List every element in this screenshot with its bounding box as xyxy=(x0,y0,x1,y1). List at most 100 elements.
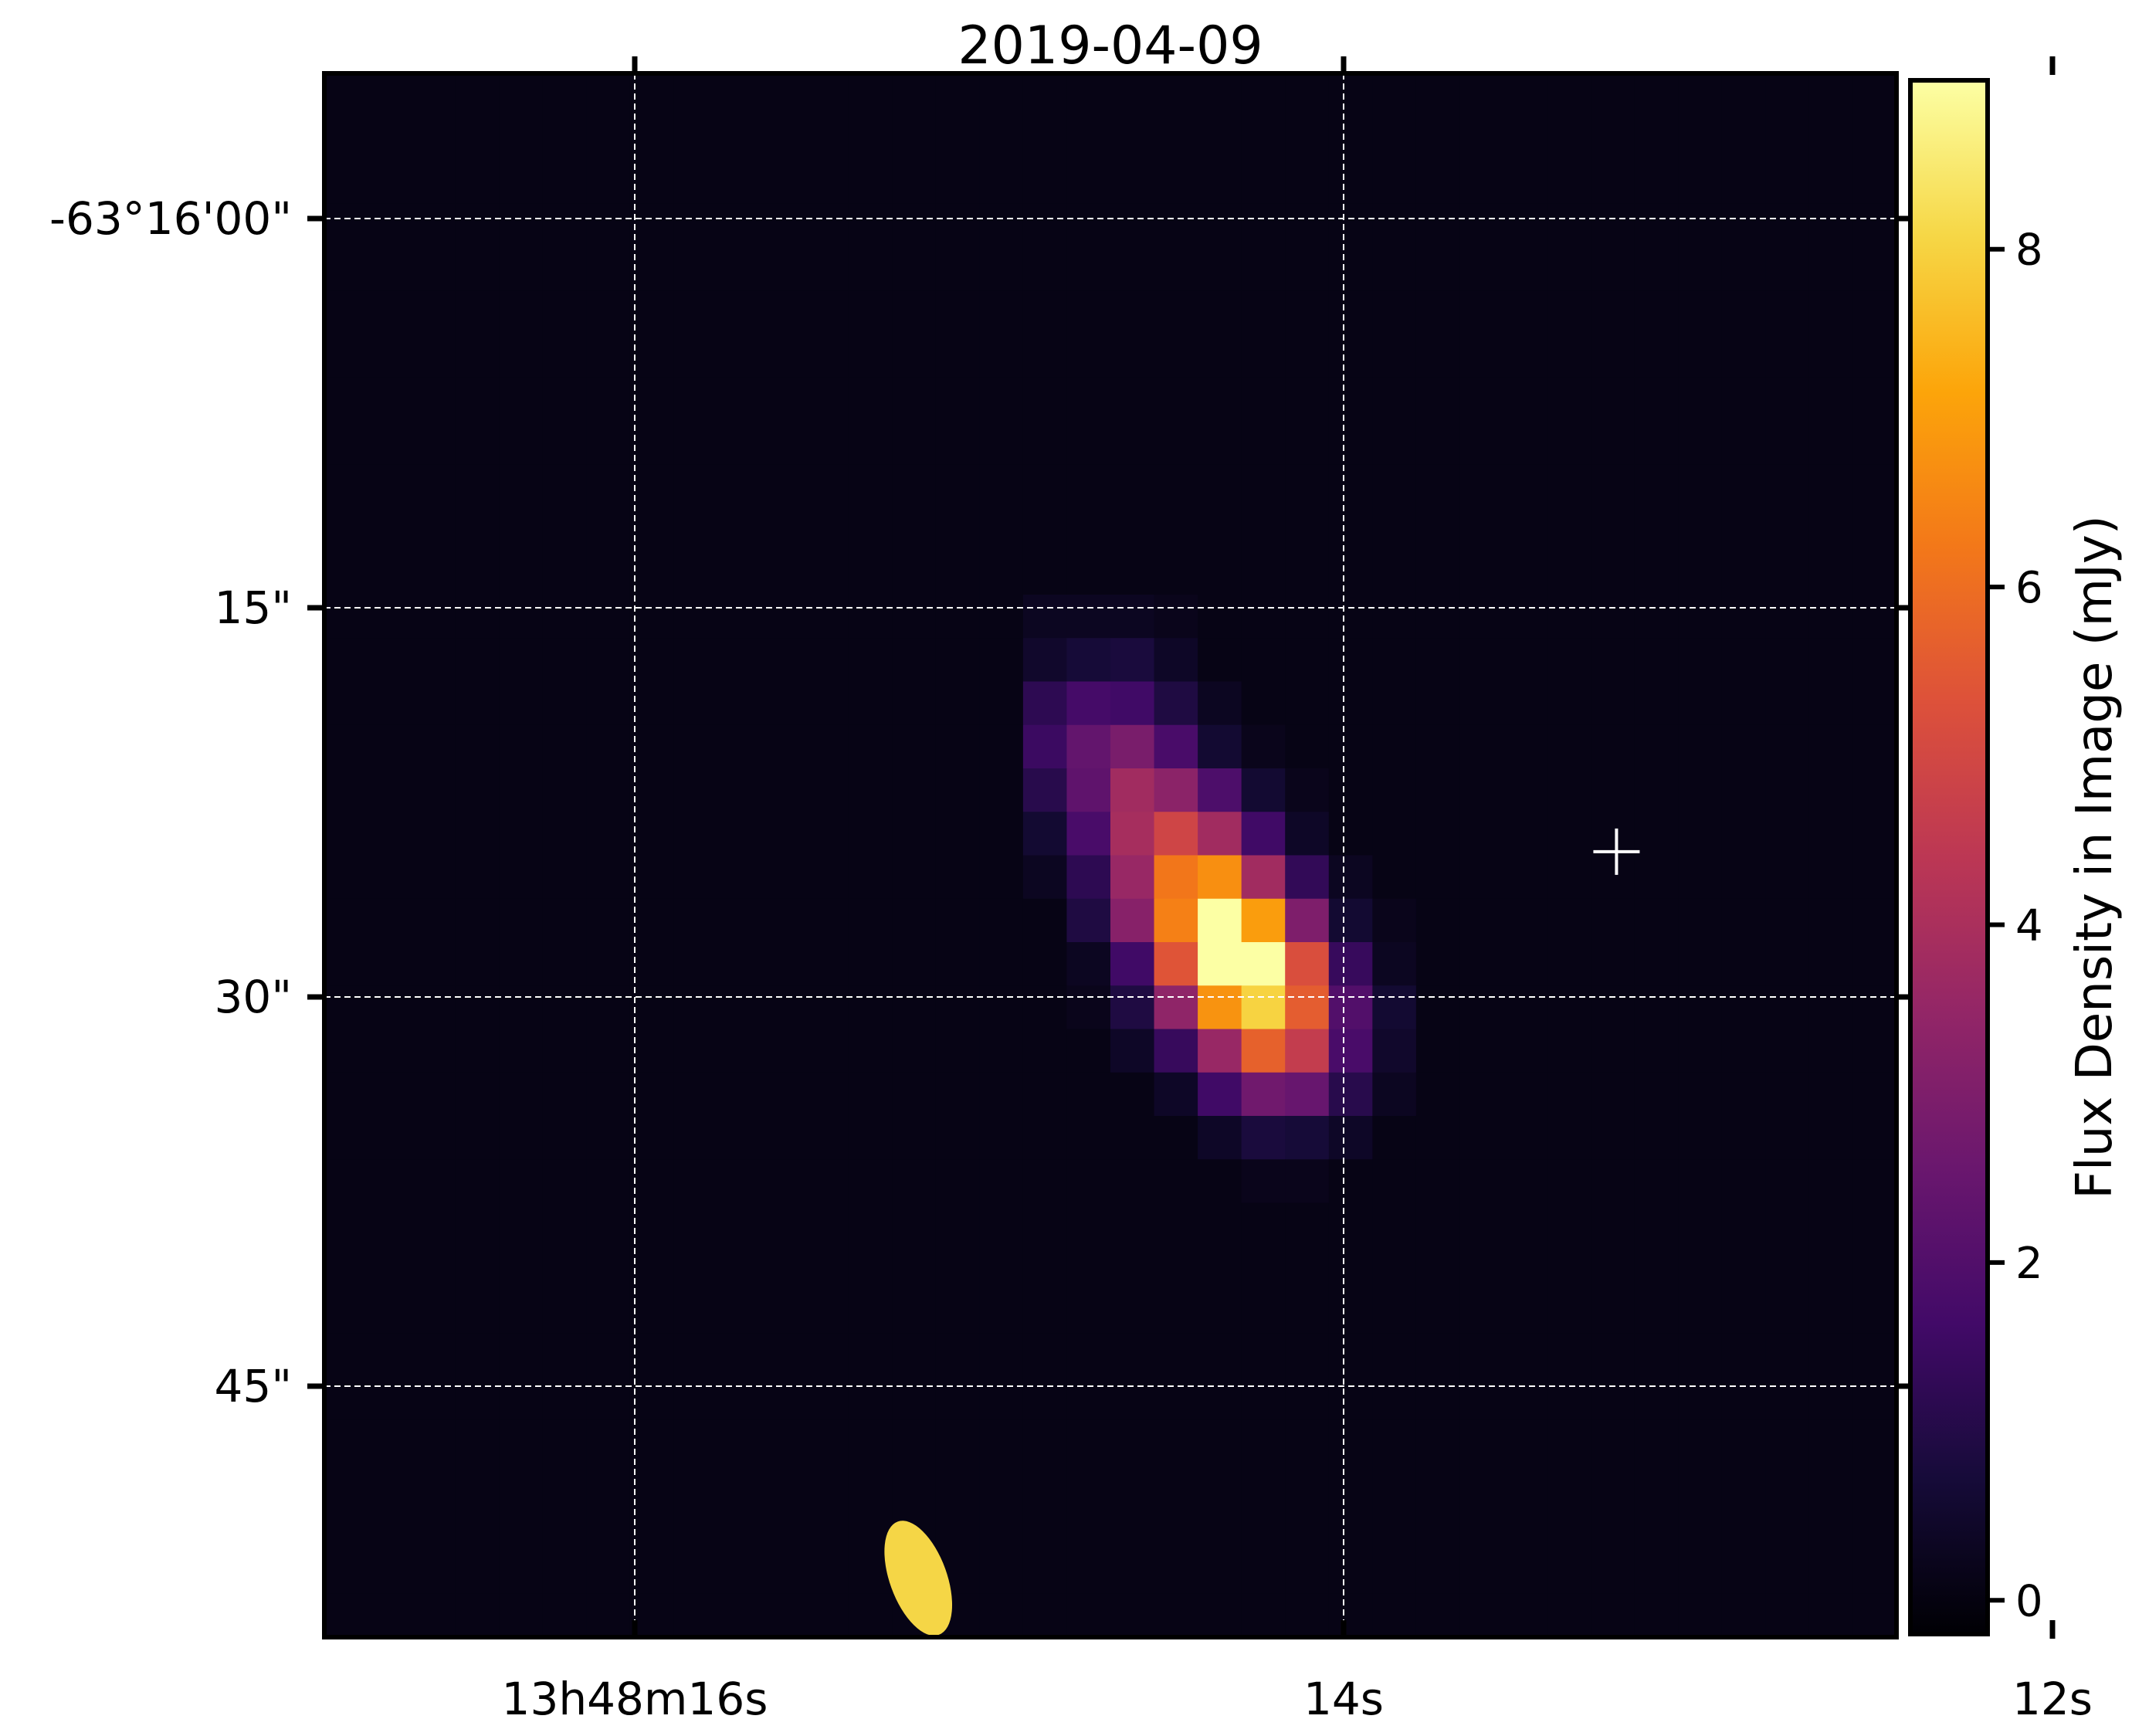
heatmap-pixel xyxy=(673,421,718,465)
heatmap-pixel xyxy=(499,464,544,509)
heatmap-pixel xyxy=(324,334,369,378)
heatmap-pixel xyxy=(1198,855,1242,900)
heatmap-pixel xyxy=(1591,1029,1635,1073)
heatmap-pixel xyxy=(368,1159,412,1204)
heatmap-pixel xyxy=(935,855,980,900)
heatmap-pixel xyxy=(499,1159,544,1204)
heatmap-pixel xyxy=(1066,1507,1111,1551)
heatmap-pixel xyxy=(1241,421,1286,465)
heatmap-pixel xyxy=(1765,1159,1810,1204)
heatmap-pixel xyxy=(1022,551,1068,595)
heatmap-pixel xyxy=(1765,464,1810,509)
heatmap-pixel xyxy=(1415,73,1461,117)
heatmap-pixel xyxy=(892,1202,937,1247)
heatmap-pixel xyxy=(935,1507,980,1551)
colorbar-ticks: 0 2 4 6 8 xyxy=(1988,225,2043,1626)
heatmap-pixel xyxy=(1241,464,1286,509)
heatmap-pixel xyxy=(1066,1463,1111,1507)
heatmap-pixel xyxy=(935,73,980,117)
heatmap-pixel xyxy=(1547,638,1591,683)
heatmap-pixel xyxy=(1503,1246,1548,1290)
heatmap-pixel xyxy=(1678,724,1723,769)
heatmap-pixel xyxy=(455,1159,500,1204)
heatmap-pixel xyxy=(455,595,500,639)
heatmap-pixel xyxy=(1372,1246,1417,1290)
heatmap-pixel xyxy=(1808,1419,1854,1464)
heatmap-pixel xyxy=(673,160,718,205)
heatmap-pixel xyxy=(761,1159,805,1204)
heatmap-pixel xyxy=(717,1029,762,1073)
heatmap-pixel xyxy=(1591,160,1635,205)
heatmap-pixel xyxy=(1066,985,1111,1030)
heatmap-pixel xyxy=(717,507,762,552)
heatmap-pixel xyxy=(1547,1202,1591,1247)
heatmap-pixel xyxy=(1154,724,1198,769)
heatmap-pixel xyxy=(368,768,412,812)
heatmap-pixel xyxy=(542,1072,587,1117)
heatmap-pixel xyxy=(979,1246,1024,1290)
heatmap-pixel xyxy=(412,681,456,726)
heatmap-pixel xyxy=(717,1202,762,1247)
heatmap-pixel xyxy=(1765,160,1810,205)
heatmap-pixel xyxy=(673,203,718,248)
heatmap-pixel xyxy=(892,247,937,291)
heatmap-pixel xyxy=(717,681,762,726)
heatmap-pixel xyxy=(848,1333,893,1378)
heatmap-pixel xyxy=(892,377,937,422)
heatmap-pixel xyxy=(586,942,631,986)
heatmap-pixel xyxy=(1808,1202,1854,1247)
heatmap-pixel xyxy=(1328,377,1373,422)
heatmap-pixel xyxy=(717,1246,762,1290)
heatmap-pixel xyxy=(1547,1116,1591,1160)
heatmap-pixel xyxy=(935,377,980,422)
heatmap-pixel xyxy=(1591,985,1635,1030)
heatmap-pixel xyxy=(979,334,1024,378)
heatmap-pixel xyxy=(717,768,762,812)
heatmap-pixel xyxy=(1154,1463,1198,1507)
heatmap-pixel xyxy=(1285,117,1330,161)
heatmap-pixel xyxy=(542,203,587,248)
heatmap-pixel xyxy=(1591,73,1635,117)
heatmap-pixel xyxy=(1721,681,1766,726)
heatmap-pixel xyxy=(1415,1376,1461,1421)
heatmap-pixel xyxy=(717,985,762,1030)
heatmap-pixel xyxy=(1285,942,1330,986)
heatmap-pixel xyxy=(499,507,544,552)
heatmap-pixel xyxy=(1678,160,1723,205)
heatmap-pixel xyxy=(1154,638,1198,683)
heatmap-pixel xyxy=(1328,1246,1373,1290)
heatmap-pixel xyxy=(368,160,412,205)
heatmap-pixel xyxy=(1066,377,1111,422)
heatmap-pixel xyxy=(935,768,980,812)
heatmap-pixel xyxy=(586,1246,631,1290)
heatmap-pixel xyxy=(1808,334,1854,378)
heatmap-pixel xyxy=(1503,1202,1548,1247)
heatmap-pixel xyxy=(1022,768,1068,812)
heatmap-pixel xyxy=(673,942,718,986)
heatmap-pixel xyxy=(629,551,675,595)
heatmap-pixel xyxy=(1110,1419,1155,1464)
heatmap-pixel xyxy=(629,768,675,812)
heatmap-pixel xyxy=(1154,1333,1198,1378)
heatmap-pixel xyxy=(1328,507,1373,552)
heatmap-pixel xyxy=(368,334,412,378)
heatmap-pixel xyxy=(1328,421,1373,465)
heatmap-pixel xyxy=(1022,290,1068,335)
heatmap-pixel xyxy=(499,421,544,465)
heatmap-pixel xyxy=(629,377,675,422)
heatmap-pixel xyxy=(1547,1463,1591,1507)
heatmap-pixel xyxy=(848,421,893,465)
heatmap-pixel xyxy=(1154,160,1198,205)
heatmap-pixel xyxy=(1241,768,1286,812)
heatmap-pixel xyxy=(1022,1550,1068,1595)
heatmap-pixel xyxy=(1634,73,1679,117)
heatmap-pixel xyxy=(1154,203,1198,248)
heatmap-pixel xyxy=(368,421,412,465)
heatmap-pixel xyxy=(586,1333,631,1378)
heatmap-pixel xyxy=(586,203,631,248)
heatmap-pixel xyxy=(1154,377,1198,422)
heatmap-pixel xyxy=(1415,117,1461,161)
heatmap-pixel xyxy=(1808,942,1854,986)
heatmap-pixel xyxy=(1634,464,1679,509)
heatmap-pixel xyxy=(412,1072,456,1117)
